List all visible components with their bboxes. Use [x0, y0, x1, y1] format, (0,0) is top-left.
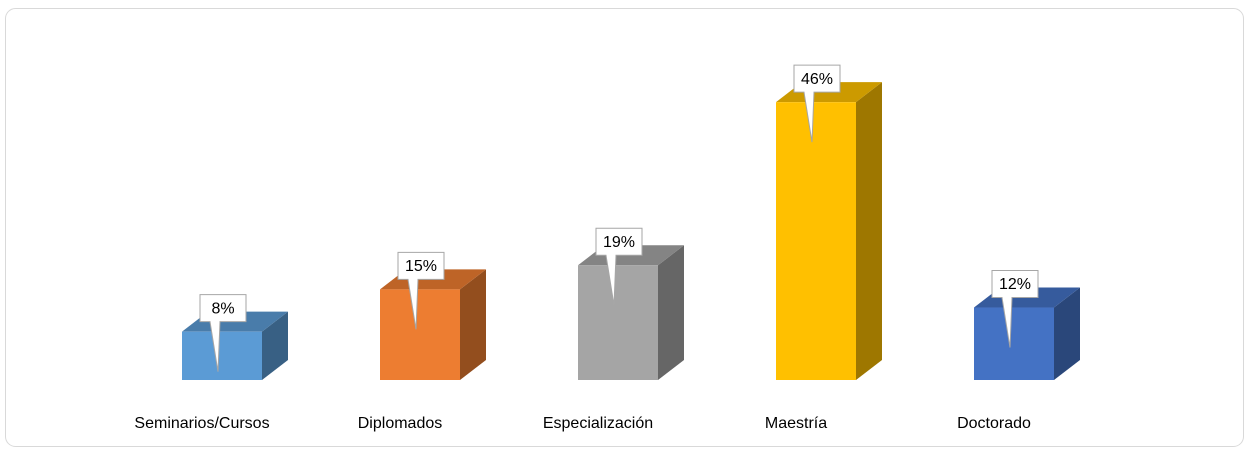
bar — [380, 289, 460, 380]
bar-side — [856, 82, 882, 380]
data-label: 19% — [603, 234, 635, 251]
data-label: 8% — [211, 300, 234, 317]
data-label: 46% — [801, 71, 833, 88]
x-tick-label: Seminarios/Cursos — [134, 415, 269, 432]
bar-side — [262, 311, 288, 380]
data-label: 15% — [405, 258, 437, 275]
x-tick-label: Especialización — [543, 415, 653, 432]
bar-side — [1054, 287, 1080, 380]
callout — [595, 227, 643, 306]
chart-frame — [5, 8, 1244, 447]
bar — [974, 307, 1054, 380]
bar — [578, 265, 658, 380]
data-label: 12% — [999, 276, 1031, 293]
bar — [776, 102, 856, 380]
bar-side — [658, 245, 684, 380]
callout — [199, 294, 247, 372]
callout — [793, 64, 841, 143]
x-tick-label: Diplomados — [358, 415, 442, 432]
callout — [991, 270, 1039, 348]
callout — [397, 251, 445, 330]
x-tick-label: Maestría — [765, 415, 827, 432]
bar-side — [460, 269, 486, 380]
bar — [182, 331, 262, 380]
x-tick-label: Doctorado — [957, 415, 1031, 432]
